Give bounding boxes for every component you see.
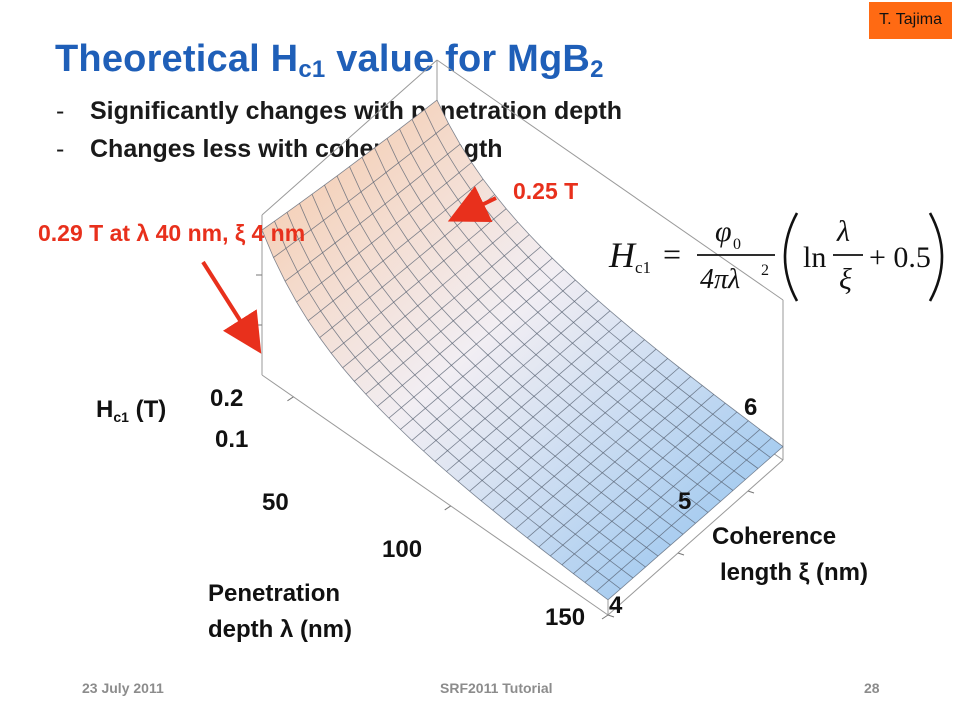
title-part-1: Theoretical H bbox=[55, 38, 299, 80]
formula-lhs-sub: c1 bbox=[635, 258, 651, 277]
mesh-line-xi bbox=[436, 99, 784, 447]
mesh-line-xi bbox=[386, 138, 734, 491]
footer-page-number: 28 bbox=[864, 680, 880, 696]
hc1-formula: H c1 = φ 0 4πλ 2 ln λ ξ + 0.5 bbox=[608, 212, 944, 302]
footer-date: 23 July 2011 bbox=[82, 680, 164, 696]
mesh-line-xi bbox=[361, 157, 709, 513]
mesh-line-xi bbox=[349, 166, 696, 524]
mesh-line-xi bbox=[286, 212, 634, 579]
box-edge bbox=[436, 59, 784, 301]
mesh-line-xi bbox=[261, 229, 609, 601]
formula-equals: = bbox=[663, 236, 681, 272]
x-tick-mark bbox=[287, 396, 294, 402]
mesh-line-xi bbox=[324, 184, 671, 546]
mesh-line-xi bbox=[299, 203, 646, 568]
mesh-line-xi bbox=[336, 175, 684, 535]
callout-arrow-near bbox=[201, 260, 262, 354]
formula-denominator: 4πλ bbox=[700, 264, 740, 295]
callout-arrow-far bbox=[447, 185, 497, 222]
formula-numerator: φ bbox=[715, 215, 732, 248]
x-axis-label-line-2: depth λ (nm) bbox=[208, 616, 352, 643]
x-tick-label: 50 bbox=[262, 489, 289, 516]
y-axis-label-line-1: Coherence bbox=[712, 523, 837, 550]
y-tick-label: 6 bbox=[744, 394, 758, 421]
title-subscript-2: 2 bbox=[590, 56, 604, 83]
z-axis-label-unit: (T) bbox=[135, 396, 167, 423]
z-axis-label-main: H bbox=[96, 396, 114, 423]
x-tick-mark bbox=[601, 614, 609, 620]
bullet-dash: - bbox=[56, 135, 65, 163]
formula-left-paren bbox=[783, 212, 799, 302]
slide-title: Theoretical Hc1 value for MgB2 bbox=[55, 38, 604, 84]
formula-denominator-sup: 2 bbox=[761, 262, 769, 279]
author-badge: T. Tajima bbox=[869, 2, 952, 39]
y-tick-label: 5 bbox=[678, 488, 692, 515]
formula-lambda: λ bbox=[836, 215, 850, 248]
footer-event: SRF2011 Tutorial bbox=[440, 680, 553, 696]
y-axis-label-line-2: length ξ (nm) bbox=[720, 559, 868, 586]
surface-mesh bbox=[261, 99, 784, 601]
x-axis-label-line-1: Penetration bbox=[208, 580, 341, 607]
mesh-line-xi bbox=[374, 147, 721, 502]
callout-near-corner: 0.29 T at λ 40 nm, ξ 4 nm bbox=[38, 220, 306, 246]
z-axis-label: Hc1 (T) bbox=[96, 396, 166, 425]
formula-plus-half: + 0.5 bbox=[869, 241, 931, 274]
formula-xi: ξ bbox=[839, 263, 852, 296]
slide-footer: 23 July 2011 SRF2011 Tutorial 28 bbox=[0, 680, 960, 700]
x-tick-label: 150 bbox=[545, 604, 586, 631]
z-tick-label: 0.2 bbox=[210, 385, 244, 412]
z-axis-label-sub: c1 bbox=[113, 409, 129, 425]
x-tick-mark bbox=[444, 505, 452, 511]
bullet-dash: - bbox=[56, 97, 65, 125]
callout-far-corner: 0.25 T bbox=[513, 178, 579, 204]
formula-lhs: H bbox=[608, 235, 637, 275]
formula-ln: ln bbox=[803, 241, 826, 274]
mesh-line-xi bbox=[399, 128, 746, 480]
y-tick-label: 4 bbox=[609, 592, 623, 619]
box-edge-front bbox=[261, 374, 609, 616]
y-axis-label: Coherence length ξ (nm) bbox=[712, 519, 868, 591]
bullet-text: Significantly changes with penetration d… bbox=[90, 97, 622, 125]
x-tick-label: 100 bbox=[382, 536, 423, 563]
formula-right-paren bbox=[928, 212, 944, 302]
mesh-line-xi bbox=[274, 221, 621, 590]
bullet-item: - Significantly changes with penetration … bbox=[56, 92, 622, 130]
y-tick-mark bbox=[677, 552, 685, 556]
formula-numerator-sub: 0 bbox=[733, 236, 741, 253]
surface-fill bbox=[262, 100, 783, 600]
title-part-2: value for MgB bbox=[325, 38, 591, 80]
z-tick-label: 0.1 bbox=[215, 426, 249, 453]
x-axis-label: Penetration depth λ (nm) bbox=[208, 576, 352, 648]
box-edge bbox=[261, 59, 438, 216]
box-edge bbox=[607, 459, 784, 616]
mesh-line-xi bbox=[311, 194, 659, 557]
y-tick-mark bbox=[747, 490, 755, 494]
title-subscript-1: c1 bbox=[298, 56, 326, 83]
y-tick-mark bbox=[607, 614, 615, 618]
